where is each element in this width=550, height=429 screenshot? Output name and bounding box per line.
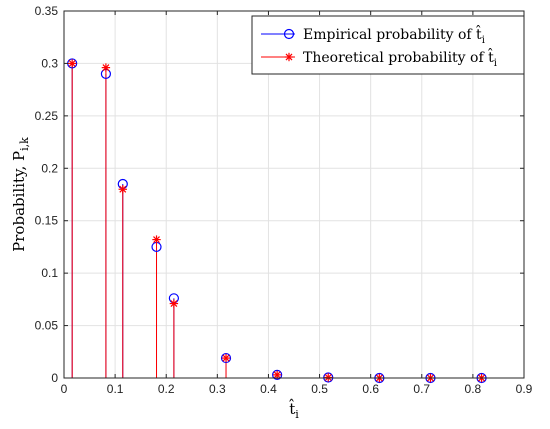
plot-frame [63,10,525,379]
theoretical-point [118,185,127,194]
theoretical-point [221,353,231,363]
x-tick-label: 0.5 [311,382,328,396]
legend-asterisk-glyph [284,52,294,62]
x-tick-label: 0.4 [260,382,277,396]
y-tick-label: 0.2 [41,161,58,175]
x-axis-title-sub: i [295,408,299,421]
asterisk-stroke [119,185,127,193]
legend-label-theoretical-main: Theoretical probability of t̂ [303,47,494,66]
legend-label-theoretical: Theoretical probability of t̂i [303,47,497,69]
legend-label-empirical-sub: i [482,35,485,46]
x-tick-label: 0.6 [362,382,379,396]
asterisk-stroke [170,300,178,307]
legend-box [251,15,525,75]
y-tick-label: 0.35 [35,4,59,18]
legend: Empirical probability of t̂i Theoretical… [251,15,525,75]
x-tick-label: 0.1 [107,382,124,396]
asterisk-stroke [285,53,293,61]
x-tick-label: 0.9 [516,382,533,396]
asterisk-stroke [324,374,332,381]
x-tick-label: 0.2 [158,382,175,396]
y-tick-label: 0.25 [35,109,59,123]
x-axis-title-main: t̂ [288,399,295,418]
y-tick-label: 0.15 [35,214,59,228]
asterisk-stroke [273,371,281,379]
y-tick-label: 0 [51,371,58,385]
legend-asterisk-marker [284,52,294,62]
asterisk-stroke [153,236,160,244]
y-axis-title: Probability, Pi,k [10,137,31,252]
legend-label-empirical: Empirical probability of t̂i [303,24,485,46]
empirical-point [220,352,232,364]
theoretical-point [324,373,333,382]
theoretical-point [169,299,179,308]
empirical-point [272,369,283,380]
theoretical-point [152,235,161,244]
legend-label-empirical-main: Empirical probability of t̂ [303,24,482,43]
asterisk-stroke [102,64,110,72]
empirical-point [323,372,334,383]
legend-entry-empirical: Empirical probability of t̂i [261,24,485,46]
asterisk-stroke [222,354,230,362]
legend-entry-theoretical: Theoretical probability of t̂i [261,47,497,69]
theoretical-point [101,63,111,72]
y-axis-title-main: Probability, P [10,151,28,252]
x-tick-label: 0.3 [209,382,226,396]
asterisk-stroke [68,59,76,67]
y-tick-label: 0.05 [35,319,59,333]
theoretical-point [272,370,282,380]
theoretical-point [67,59,77,68]
x-axis-title: t̂i [288,399,299,421]
x-tick-label: 0.7 [413,382,430,396]
legend-label-theoretical-sub: i [494,58,497,69]
x-tick-label: 0 [61,382,68,396]
y-tick-label: 0.3 [41,56,58,70]
y-axis-title-sub: i,k [18,137,31,151]
axis-ticks: 0 0.1 0.2 0.3 0.4 0.5 0.6 0.7 0.8 0.9 0 0.05 0.1 0.15… [35,4,533,396]
x-tick-label: 0.8 [465,382,482,396]
legend-circle-marker [283,28,295,40]
y-tick-label: 0.1 [41,266,58,280]
